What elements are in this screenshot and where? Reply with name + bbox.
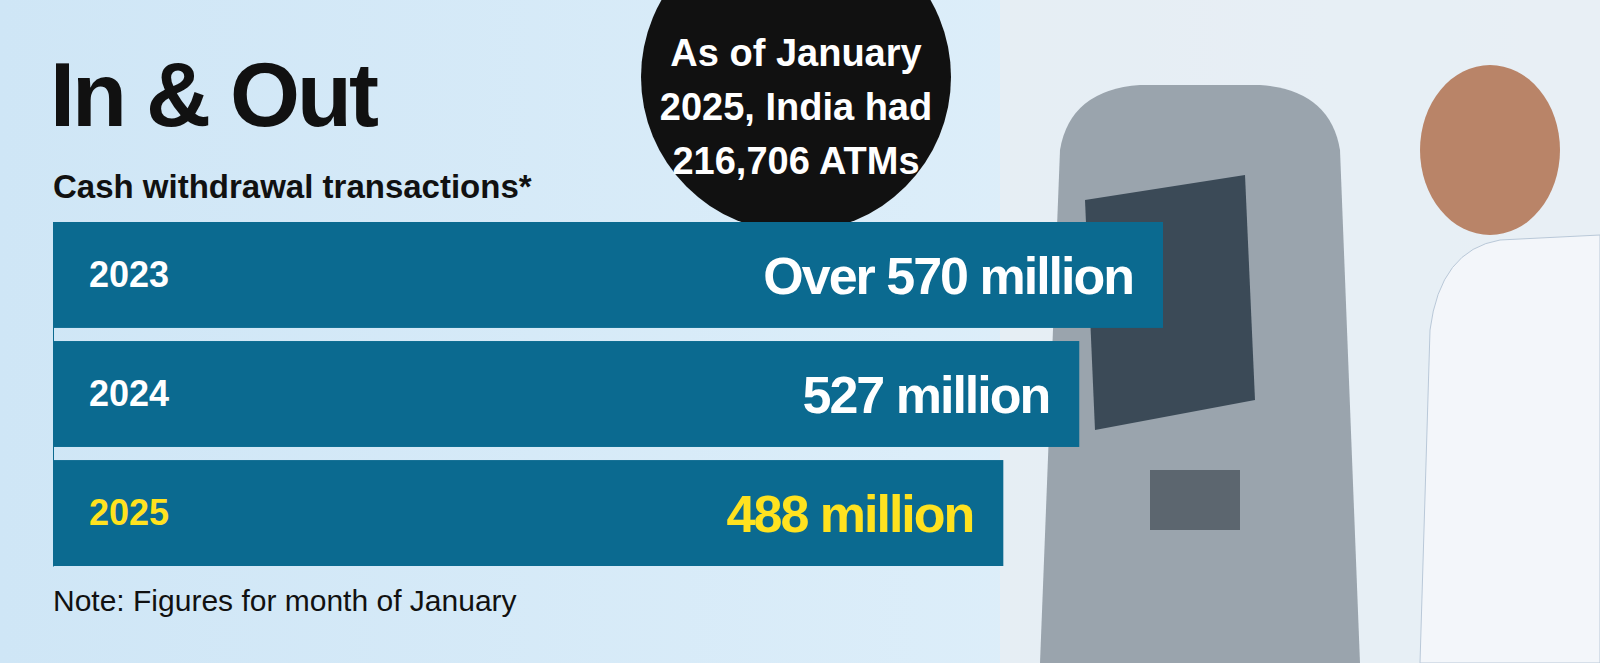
- subtitle: Cash withdrawal transactions*: [53, 168, 532, 205]
- y-axis: 2023 2024 2025: [53, 223, 169, 567]
- value-label: 488 million: [727, 485, 974, 543]
- annotation-circle: [641, 0, 951, 232]
- tick: 2023: [53, 253, 169, 294]
- note: Note: Figures for month of January: [53, 584, 517, 617]
- background: [0, 0, 1600, 663]
- category-label: 2024: [89, 373, 169, 414]
- value-labels: Over 570 million 527 million 488 million: [727, 247, 1133, 543]
- annotation-line: 2025, India had: [660, 86, 932, 128]
- category-label: 2023: [89, 253, 169, 294]
- annotation: As of January 2025, India had 216,706 ATMs: [660, 32, 932, 182]
- title: In & Out: [50, 45, 378, 145]
- atm-body: [1040, 85, 1360, 663]
- value-label: Over 570 million: [763, 247, 1133, 305]
- value-label: 527 million: [802, 366, 1049, 424]
- category-label: 2025: [89, 492, 169, 533]
- photo-wall: [1000, 0, 1600, 663]
- bars: [53, 222, 1163, 566]
- annotation-line: 216,706 ATMs: [672, 140, 919, 182]
- chart: As of January 2025, India had 216,706 ATMs…: [0, 0, 1600, 663]
- tick: 2024: [53, 373, 169, 414]
- person-head: [1420, 65, 1560, 235]
- bar: [53, 222, 1163, 328]
- bar: [53, 460, 1003, 566]
- tick: 2025: [53, 492, 169, 533]
- bar: [53, 341, 1079, 447]
- person: [1420, 235, 1600, 663]
- photo-decoration: [1000, 0, 1600, 663]
- annotation-line: As of January: [670, 32, 921, 74]
- axis-line: [53, 223, 54, 567]
- atm-keypad: [1150, 470, 1240, 530]
